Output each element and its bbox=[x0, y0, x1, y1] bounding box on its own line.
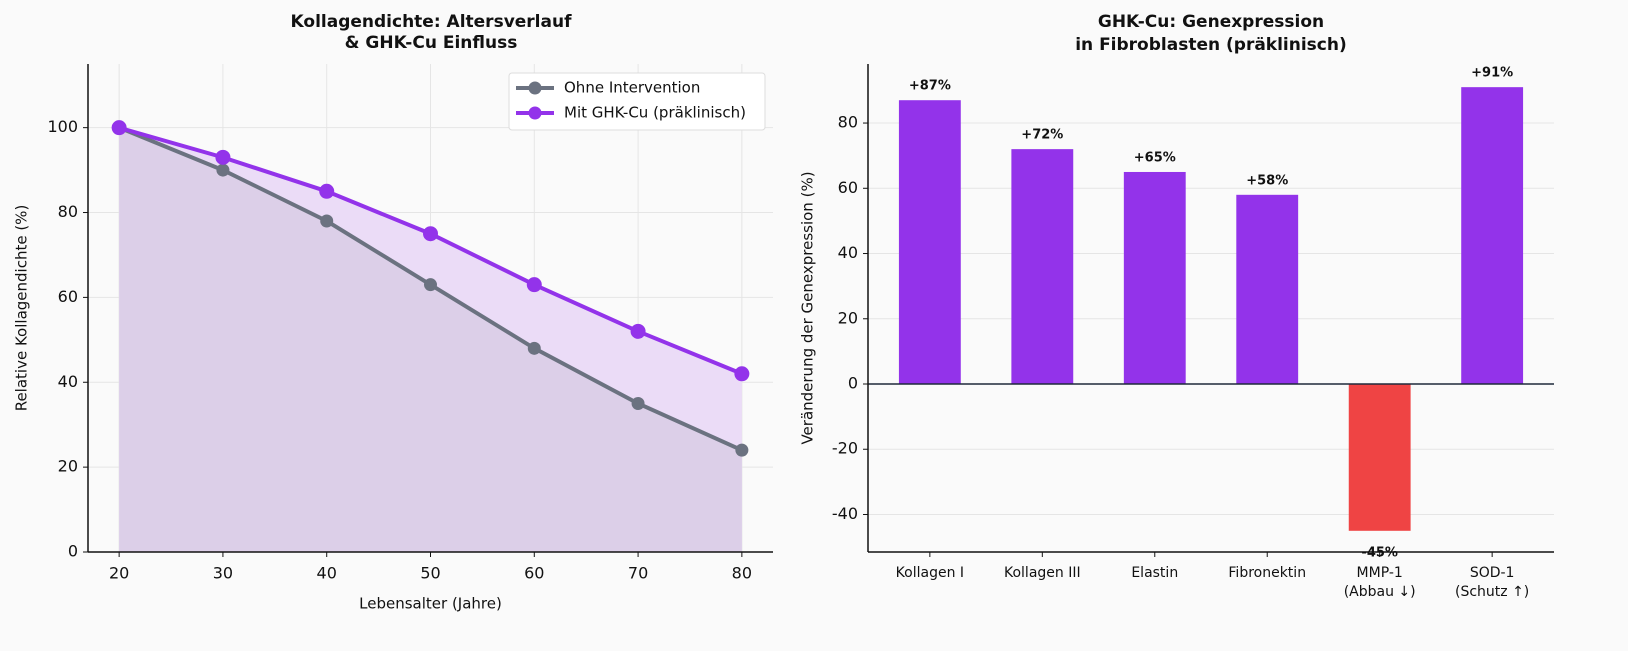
point bbox=[734, 366, 750, 382]
x-axis-label: Lebensalter (Jahre) bbox=[359, 595, 502, 613]
y-tick-label: 60 bbox=[58, 287, 78, 306]
y-tick-label: 20 bbox=[838, 308, 858, 327]
legend-label: Mit GHK-Cu (präklinisch) bbox=[564, 104, 746, 122]
x-tick-label: Kollagen III bbox=[1004, 565, 1081, 581]
point bbox=[320, 214, 334, 228]
x-tick-label: Elastin bbox=[1131, 565, 1178, 581]
point bbox=[216, 163, 230, 177]
point bbox=[319, 183, 335, 199]
legend-label: Ohne Intervention bbox=[564, 79, 700, 97]
bar bbox=[1011, 149, 1074, 385]
y-axis-label: Veränderung der Genexpression (%) bbox=[799, 171, 817, 444]
x-tick-label: 70 bbox=[628, 564, 648, 583]
legend: Ohne Intervention Mit GHK-Cu (präklinisch… bbox=[508, 72, 766, 131]
x-tick-label: Kollagen I bbox=[896, 565, 964, 581]
x-tick-label: MMP-1 (Abbau ↓) bbox=[1344, 565, 1416, 600]
point bbox=[526, 277, 542, 293]
chart-title: GHK-Cu: Genexpression in Fibroblasten (pr… bbox=[1075, 12, 1347, 55]
y-tick-label: -40 bbox=[832, 504, 858, 523]
bar bbox=[1123, 171, 1186, 385]
bar bbox=[1236, 194, 1299, 385]
x-tick-label: 60 bbox=[524, 564, 544, 583]
value-label: +72% bbox=[1021, 128, 1063, 143]
point bbox=[111, 120, 127, 136]
value-label: +58% bbox=[1246, 173, 1288, 188]
x-tick-label: 80 bbox=[732, 564, 752, 583]
point bbox=[423, 226, 438, 242]
legend-marker bbox=[528, 106, 542, 120]
point bbox=[735, 443, 749, 457]
point bbox=[631, 396, 645, 410]
x-tick-label: 30 bbox=[213, 564, 233, 583]
point bbox=[424, 278, 437, 292]
area bbox=[119, 127, 742, 553]
x-tick-label: 40 bbox=[317, 564, 337, 583]
y-tick-label: 20 bbox=[58, 457, 78, 476]
bar bbox=[1348, 384, 1411, 531]
point bbox=[630, 323, 646, 339]
x-tick-label: Fibronektin bbox=[1228, 565, 1306, 581]
value-label: +65% bbox=[1134, 150, 1176, 165]
y-tick-label: 100 bbox=[47, 117, 78, 136]
point bbox=[527, 341, 541, 355]
legend-marker bbox=[528, 81, 542, 95]
chart-title: Kollagendichte: Altersverlauf & GHK-Cu Ei… bbox=[291, 12, 573, 53]
value-label: +91% bbox=[1471, 66, 1513, 81]
y-tick-label: 60 bbox=[838, 178, 858, 197]
x-tick-label: 50 bbox=[420, 564, 440, 583]
y-tick-label: 40 bbox=[58, 372, 78, 391]
y-tick-label: 80 bbox=[838, 113, 858, 132]
bar bbox=[1461, 87, 1524, 385]
x-tick-label: SOD-1 (Schutz ↑) bbox=[1455, 565, 1529, 600]
bar bbox=[898, 100, 961, 385]
y-tick-label: 80 bbox=[58, 202, 78, 221]
y-tick-label: -20 bbox=[832, 439, 858, 458]
y-tick-label: 40 bbox=[838, 243, 858, 262]
y-tick-label: 0 bbox=[848, 374, 858, 393]
y-axis-label: Relative Kollagendichte (%) bbox=[13, 205, 31, 412]
x-tick-label: 20 bbox=[109, 564, 129, 583]
value-label: +87% bbox=[909, 79, 951, 94]
point bbox=[215, 149, 231, 165]
legend-box bbox=[508, 72, 766, 131]
y-tick-label: 0 bbox=[68, 542, 78, 561]
